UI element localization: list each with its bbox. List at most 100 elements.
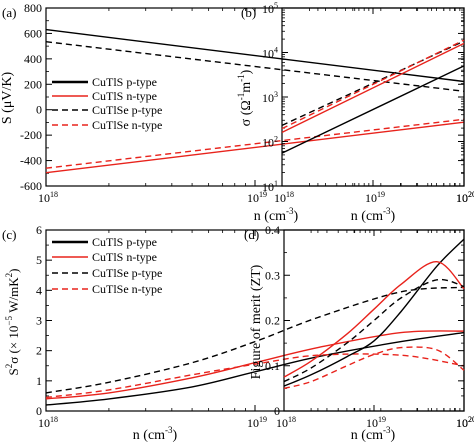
y-ticks: 0 1 2 3 4 5 6 [36, 223, 464, 418]
y-tick-label: 0 [36, 103, 42, 117]
y-axis-label-end: ) [6, 269, 21, 273]
series-line-cutlse-n-type [283, 346, 465, 390]
x-tick-label-base: 10 [456, 416, 468, 430]
x-tick-label-exp: 20 [468, 190, 474, 199]
y-tick-label-base: 10 [262, 180, 274, 194]
y-tick-label: 1 [36, 374, 42, 388]
y-ticks: 800 600 400 200 0 -200 -400 -600 [20, 1, 464, 193]
x-tick-label-base: 10 [456, 191, 468, 205]
x-tick-label-exp: 20 [468, 415, 474, 424]
y-axis-label-tail: ) [239, 69, 254, 74]
x-tick-label-exp: 18 [50, 190, 58, 199]
series-lines [281, 39, 465, 154]
y-axis-label-exp: 2 [4, 273, 14, 278]
y-tick-label: -200 [20, 128, 42, 142]
x-tick-label-exp: 19 [259, 190, 267, 199]
y-tick-label: 200 [24, 77, 42, 91]
x-tick-label: 1018 [274, 190, 294, 205]
legend-label: CuTlSe n-type [92, 282, 162, 296]
y-tick-label: 600 [24, 26, 42, 40]
panel-label: (d) [244, 227, 259, 242]
y-tick-label-exp: 5 [274, 1, 278, 10]
x-tick-label-base: 10 [247, 416, 259, 430]
x-tick-label: 1020 [456, 190, 474, 205]
x-axis-label-exp: -3 [383, 206, 391, 216]
y-tick-label-exp: 1 [274, 179, 278, 188]
y-tick-label: -400 [20, 154, 42, 168]
x-axis-label-exp: -3 [383, 425, 391, 435]
x-axis-label-tail: ) [173, 428, 178, 443]
series-line-cutls-n-type [283, 260, 465, 378]
x-tick-label: 1020 [456, 415, 474, 430]
series-line-cutls-p-type [283, 238, 465, 387]
y-tick-label: 0 [274, 404, 280, 418]
y-ticks: 0 0.1 0.2 0.3 0.4 [265, 223, 464, 418]
x-axis-label-tail: ) [294, 209, 299, 224]
x-axis-label-main: n (cm [351, 428, 383, 443]
series-line-cutlse-n-type [281, 39, 465, 130]
legend-label: CuTlSe p-type [92, 103, 162, 117]
x-tick-label-exp: 19 [259, 415, 267, 424]
y-tick-label-base: 10 [262, 2, 274, 16]
series-line-cutlse-n-type [45, 118, 465, 169]
y-axis-label-mid: m [239, 82, 254, 93]
y-tick-label: -600 [20, 179, 42, 193]
x-tick-label: 1018 [38, 415, 58, 430]
x-tick-label: 1019 [247, 415, 267, 430]
y-axis-label-main: S [6, 368, 21, 375]
series-line-cutlse-n-type [45, 353, 465, 399]
y-tick-label: 6 [36, 223, 42, 237]
y-tick-label: 3 [36, 314, 42, 328]
y-tick-label: 800 [24, 1, 42, 15]
series-line-cutls-n-type [45, 121, 465, 174]
x-tick-label-exp: 20 [468, 415, 474, 424]
y-tick-label: 0.2 [265, 314, 280, 328]
x-tick-label: 1018 [38, 190, 58, 205]
y-axis-label: Figure of merit (ZT) [249, 264, 264, 379]
legend-label: CuTlS p-type [92, 235, 157, 249]
x-axis-label-main: n (cm [133, 428, 165, 443]
y-axis-label: σ (Ω-1m-1) [236, 69, 254, 126]
y-axis-label-mid: σ (× 10 [6, 326, 21, 364]
y-tick-label: 101 [262, 179, 278, 194]
series-line-cutlse-p-type [45, 286, 465, 394]
x-ticks: 1018 1019 1020 [274, 8, 474, 205]
y-axis-label-exp: −5 [4, 316, 14, 326]
y-axis-label: S (μV/K) [0, 72, 15, 125]
x-tick-label-exp: 20 [468, 190, 474, 199]
y-tick-label-exp: 2 [274, 135, 278, 144]
x-tick-label-exp: 19 [378, 415, 386, 424]
x-tick-label-base: 10 [276, 416, 288, 430]
series-line-cutlse-p-type [281, 40, 465, 127]
x-tick-label-base: 10 [366, 416, 378, 430]
y-tick-label: 5 [36, 253, 42, 267]
x-tick-label: 1019 [247, 190, 267, 205]
series-line-cutlse-p-type [45, 41, 465, 92]
x-tick-label-base: 10 [38, 191, 50, 205]
y-tick-label: 0.1 [265, 359, 280, 373]
x-axis-label-main: n (cm [254, 209, 286, 224]
x-tick-label-exp: 19 [377, 190, 385, 199]
series-line-cutls-n-type [281, 42, 465, 134]
x-axis-label-exp: -3 [286, 206, 294, 216]
x-tick-label-base: 10 [456, 191, 468, 205]
legend-label: CuTlS n-type [92, 250, 157, 264]
y-axis-label-exp: 2 [4, 364, 14, 369]
y-tick-label: 0 [36, 404, 42, 418]
y-axis-label: S2σ (× 10−5 W/mK2) [4, 269, 21, 376]
y-tick-label: 102 [262, 135, 278, 150]
legend: CuTlS p-type CuTlS n-type CuTlSe p-type … [52, 75, 162, 132]
x-tick-label-base: 10 [365, 191, 377, 205]
legend-label: CuTlSe n-type [92, 118, 162, 132]
x-tick-label: 1019 [365, 190, 385, 205]
panel-label: (a) [2, 5, 16, 20]
x-axis-label: n (cm-3) [351, 425, 396, 443]
legend: CuTlS p-type CuTlS n-type CuTlSe p-type … [52, 235, 162, 296]
x-tick-label-base: 10 [274, 191, 286, 205]
x-tick-label-base: 10 [247, 191, 259, 205]
y-tick-label: 4 [36, 283, 42, 297]
y-tick-label: 104 [262, 46, 278, 61]
x-axis-label-tail: ) [391, 428, 396, 443]
y-tick-label-base: 10 [262, 91, 274, 105]
